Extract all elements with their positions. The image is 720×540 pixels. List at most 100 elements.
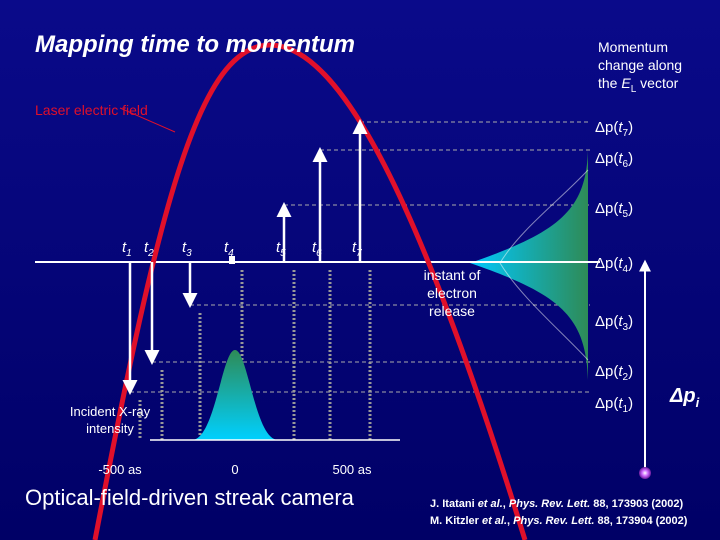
time-label: t4 (224, 239, 234, 259)
subscript: i (696, 395, 700, 410)
symbol: t (312, 239, 317, 256)
release-label: release (429, 303, 475, 319)
subscript: 1 (623, 404, 629, 415)
spread-label: Δpi (669, 385, 700, 410)
symbol: Δp (669, 385, 696, 407)
subscript: 3 (623, 322, 629, 333)
reference-part: J. Itatani (430, 498, 478, 510)
symbol: t (618, 395, 623, 412)
reference-part: et al. (482, 515, 507, 527)
labels: Mapping time to momentum Momentum change a… (25, 31, 700, 527)
momentum-distribution (470, 150, 588, 380)
text-part: Δp( (595, 150, 618, 167)
text-part: ) (628, 255, 633, 272)
release-label: instant of (424, 267, 481, 283)
reference-part: M. Kitzler (430, 515, 482, 527)
reference: J. Itatani et al., Phys. Rev. Lett. 88, … (430, 498, 684, 510)
release-label: electron (427, 285, 477, 301)
text-part: Δp( (595, 119, 618, 136)
symbol: t (618, 150, 623, 167)
text-part: Δp( (595, 363, 618, 380)
symbol: t (224, 239, 229, 256)
momentum-label: Δp(t1) (595, 395, 633, 415)
time-label: t2 (144, 239, 154, 259)
time-label: t6 (312, 239, 322, 259)
subscript: 6 (316, 248, 322, 259)
subscript: 7 (623, 128, 629, 139)
subscript: 1 (126, 248, 132, 259)
symbol: t (618, 363, 623, 380)
momentum-label: Δp(t3) (595, 313, 633, 333)
detector-dot (639, 467, 651, 479)
time-label: t3 (182, 239, 192, 259)
text-part: vector (636, 75, 678, 91)
momentum-label: Δp(t6) (595, 150, 633, 170)
time-axis-label: -500 as (98, 462, 142, 477)
xray-pulse (192, 350, 278, 440)
reference-part: et al. (478, 498, 503, 510)
text-part: Δp( (595, 395, 618, 412)
subscript: 4 (228, 248, 234, 259)
xray-label: intensity (86, 421, 134, 436)
symbol: t (618, 313, 623, 330)
reference-part: , (507, 515, 513, 527)
subscript: 5 (280, 248, 286, 259)
time-axis-label: 500 as (332, 462, 372, 477)
text-part: ) (628, 119, 633, 136)
text-part: ) (628, 395, 633, 412)
subscript: 3 (186, 248, 192, 259)
text-part: ) (628, 313, 633, 330)
side-note-line: change along (598, 57, 682, 73)
subscript: 6 (623, 159, 629, 170)
text-part: ) (628, 363, 633, 380)
caption: Optical-field-driven streak camera (25, 485, 355, 510)
arrow-stub (229, 256, 235, 264)
momentum-label: Δp(t2) (595, 363, 633, 383)
momentum-label: Δp(t5) (595, 200, 633, 220)
reference-part: 88 (598, 515, 610, 527)
reference-part: , 173903 (2002) (606, 498, 684, 510)
reference: M. Kitzler et al., Phys. Rev. Lett. 88, … (430, 515, 688, 527)
text-part: Δp( (595, 200, 618, 217)
symbol: t (122, 239, 127, 256)
reference-part: Phys. Rev. Lett. (509, 498, 590, 510)
reference-part: , 173904 (2002) (610, 515, 688, 527)
symbol: t (182, 239, 187, 256)
time-label: t1 (122, 239, 132, 259)
xray-label: Incident X-ray (70, 404, 151, 419)
momentum-arrows (122, 119, 368, 395)
symbol: E (621, 75, 631, 91)
symbol: t (618, 119, 623, 136)
reference-part: , (503, 498, 509, 510)
text-part: the (598, 75, 621, 91)
text-part: ) (628, 200, 633, 217)
momentum-label: Δp(t4) (595, 255, 633, 275)
symbol: t (276, 239, 281, 256)
time-axis-label: 0 (231, 462, 238, 477)
subscript: 7 (356, 248, 362, 259)
title: Mapping time to momentum (35, 31, 355, 58)
field-label: Laser electric field (35, 102, 148, 118)
symbol: t (618, 200, 623, 217)
time-label: t7 (352, 239, 362, 259)
symbol: t (618, 255, 623, 272)
subscript: 5 (623, 209, 629, 220)
symbol: t (352, 239, 357, 256)
subscript: 2 (623, 372, 629, 383)
subscript: 4 (623, 264, 629, 275)
field-label-pointer (119, 107, 176, 133)
reference-part: Phys. Rev. Lett. (513, 515, 594, 527)
side-note-line: Momentum (598, 39, 668, 55)
momentum-label: Δp(t7) (595, 119, 633, 139)
text-part: ) (628, 150, 633, 167)
time-label: t5 (276, 239, 286, 259)
text-part: Δp( (595, 255, 618, 272)
side-note-line: the EL vector (598, 75, 679, 95)
reference-part: 88 (593, 498, 605, 510)
text-part: Δp( (595, 313, 618, 330)
subscript: 2 (147, 248, 154, 259)
subscript: L (631, 84, 637, 95)
